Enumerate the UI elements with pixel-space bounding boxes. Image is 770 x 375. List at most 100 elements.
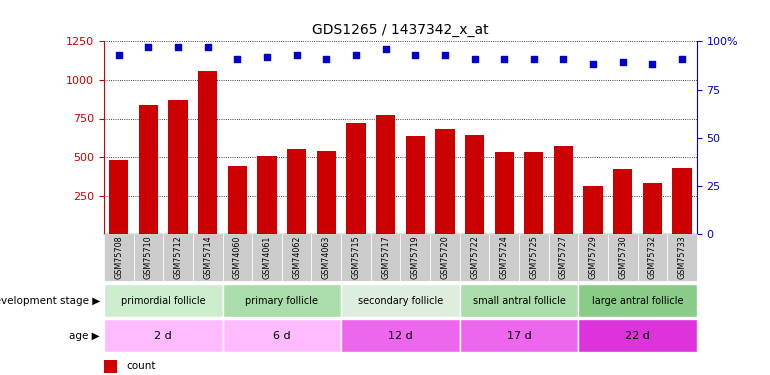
Bar bbox=[228, 166, 247, 234]
Bar bbox=[192, 234, 223, 281]
Bar bbox=[638, 234, 667, 281]
Text: GSM75725: GSM75725 bbox=[529, 236, 538, 279]
Point bbox=[409, 52, 421, 58]
Bar bbox=[346, 123, 366, 234]
Text: GSM75733: GSM75733 bbox=[678, 236, 687, 279]
Bar bbox=[109, 160, 129, 234]
Bar bbox=[104, 360, 117, 373]
Bar bbox=[257, 156, 276, 234]
Bar bbox=[316, 151, 336, 234]
Text: GSM75729: GSM75729 bbox=[588, 236, 598, 279]
Point bbox=[261, 54, 273, 60]
Bar bbox=[435, 129, 454, 234]
Bar bbox=[376, 116, 395, 234]
Bar bbox=[554, 146, 573, 234]
Text: count: count bbox=[126, 361, 156, 371]
Text: 12 d: 12 d bbox=[388, 331, 413, 340]
Bar bbox=[494, 153, 514, 234]
Point bbox=[320, 56, 333, 62]
Text: GSM75712: GSM75712 bbox=[173, 236, 182, 279]
Text: large antral follicle: large antral follicle bbox=[592, 296, 683, 306]
Text: GSM74061: GSM74061 bbox=[263, 236, 272, 279]
Text: age ▶: age ▶ bbox=[69, 331, 100, 340]
Text: small antral follicle: small antral follicle bbox=[473, 296, 565, 306]
Bar bbox=[253, 234, 282, 281]
Point bbox=[439, 52, 451, 58]
Bar bbox=[548, 234, 578, 281]
Bar bbox=[223, 284, 341, 317]
Text: GSM75724: GSM75724 bbox=[500, 236, 509, 279]
Point bbox=[142, 44, 155, 50]
Bar bbox=[169, 100, 188, 234]
Bar bbox=[430, 234, 460, 281]
Text: GSM75722: GSM75722 bbox=[470, 236, 479, 279]
Text: GSM75730: GSM75730 bbox=[618, 236, 628, 279]
Text: GSM75710: GSM75710 bbox=[144, 236, 153, 279]
Point bbox=[380, 46, 392, 52]
Point bbox=[290, 52, 303, 58]
Point bbox=[587, 62, 599, 68]
Text: GSM75715: GSM75715 bbox=[351, 236, 360, 279]
Bar bbox=[139, 105, 158, 234]
Text: GSM74063: GSM74063 bbox=[322, 236, 331, 279]
Bar bbox=[134, 234, 163, 281]
Text: development stage ▶: development stage ▶ bbox=[0, 296, 100, 306]
Bar bbox=[341, 234, 371, 281]
Bar bbox=[460, 319, 578, 352]
Text: primary follicle: primary follicle bbox=[246, 296, 318, 306]
Text: 6 d: 6 d bbox=[273, 331, 290, 340]
Point bbox=[498, 56, 511, 62]
Bar bbox=[341, 319, 460, 352]
Bar bbox=[341, 284, 460, 317]
Text: GSM74062: GSM74062 bbox=[292, 236, 301, 279]
Text: GSM75720: GSM75720 bbox=[440, 236, 450, 279]
Text: GSM75714: GSM75714 bbox=[203, 236, 213, 279]
Point bbox=[202, 44, 214, 50]
Text: 22 d: 22 d bbox=[625, 331, 650, 340]
Bar bbox=[643, 183, 662, 234]
Text: GSM75727: GSM75727 bbox=[559, 236, 568, 279]
Point bbox=[676, 56, 688, 62]
Point bbox=[172, 44, 184, 50]
Text: 17 d: 17 d bbox=[507, 331, 531, 340]
Bar bbox=[311, 234, 341, 281]
Bar bbox=[223, 234, 253, 281]
Bar bbox=[490, 234, 519, 281]
Bar bbox=[282, 234, 311, 281]
Bar bbox=[406, 136, 425, 234]
Point bbox=[527, 56, 540, 62]
Point bbox=[646, 62, 658, 68]
Bar bbox=[578, 234, 608, 281]
Bar bbox=[578, 284, 697, 317]
Point bbox=[468, 56, 480, 62]
Bar bbox=[613, 170, 632, 234]
Point bbox=[112, 52, 125, 58]
Text: GSM75717: GSM75717 bbox=[381, 236, 390, 279]
Bar bbox=[608, 234, 638, 281]
Bar bbox=[672, 168, 691, 234]
Point bbox=[557, 56, 570, 62]
Text: GSM75708: GSM75708 bbox=[114, 236, 123, 279]
Bar bbox=[371, 234, 400, 281]
Text: GSM75732: GSM75732 bbox=[648, 236, 657, 279]
Bar bbox=[667, 234, 697, 281]
Text: GSM74060: GSM74060 bbox=[233, 236, 242, 279]
Bar bbox=[163, 234, 192, 281]
Title: GDS1265 / 1437342_x_at: GDS1265 / 1437342_x_at bbox=[312, 24, 489, 38]
Text: secondary follicle: secondary follicle bbox=[358, 296, 443, 306]
Bar bbox=[519, 234, 548, 281]
Text: GSM75719: GSM75719 bbox=[410, 236, 420, 279]
Bar bbox=[578, 319, 697, 352]
Bar bbox=[460, 284, 578, 317]
Bar bbox=[198, 70, 217, 234]
Bar bbox=[465, 135, 484, 234]
Bar bbox=[460, 234, 490, 281]
Point bbox=[617, 60, 629, 66]
Text: 2 d: 2 d bbox=[154, 331, 172, 340]
Bar bbox=[287, 148, 306, 234]
Bar bbox=[104, 234, 134, 281]
Bar bbox=[400, 234, 430, 281]
Bar bbox=[223, 319, 341, 352]
Text: primordial follicle: primordial follicle bbox=[121, 296, 206, 306]
Point bbox=[350, 52, 362, 58]
